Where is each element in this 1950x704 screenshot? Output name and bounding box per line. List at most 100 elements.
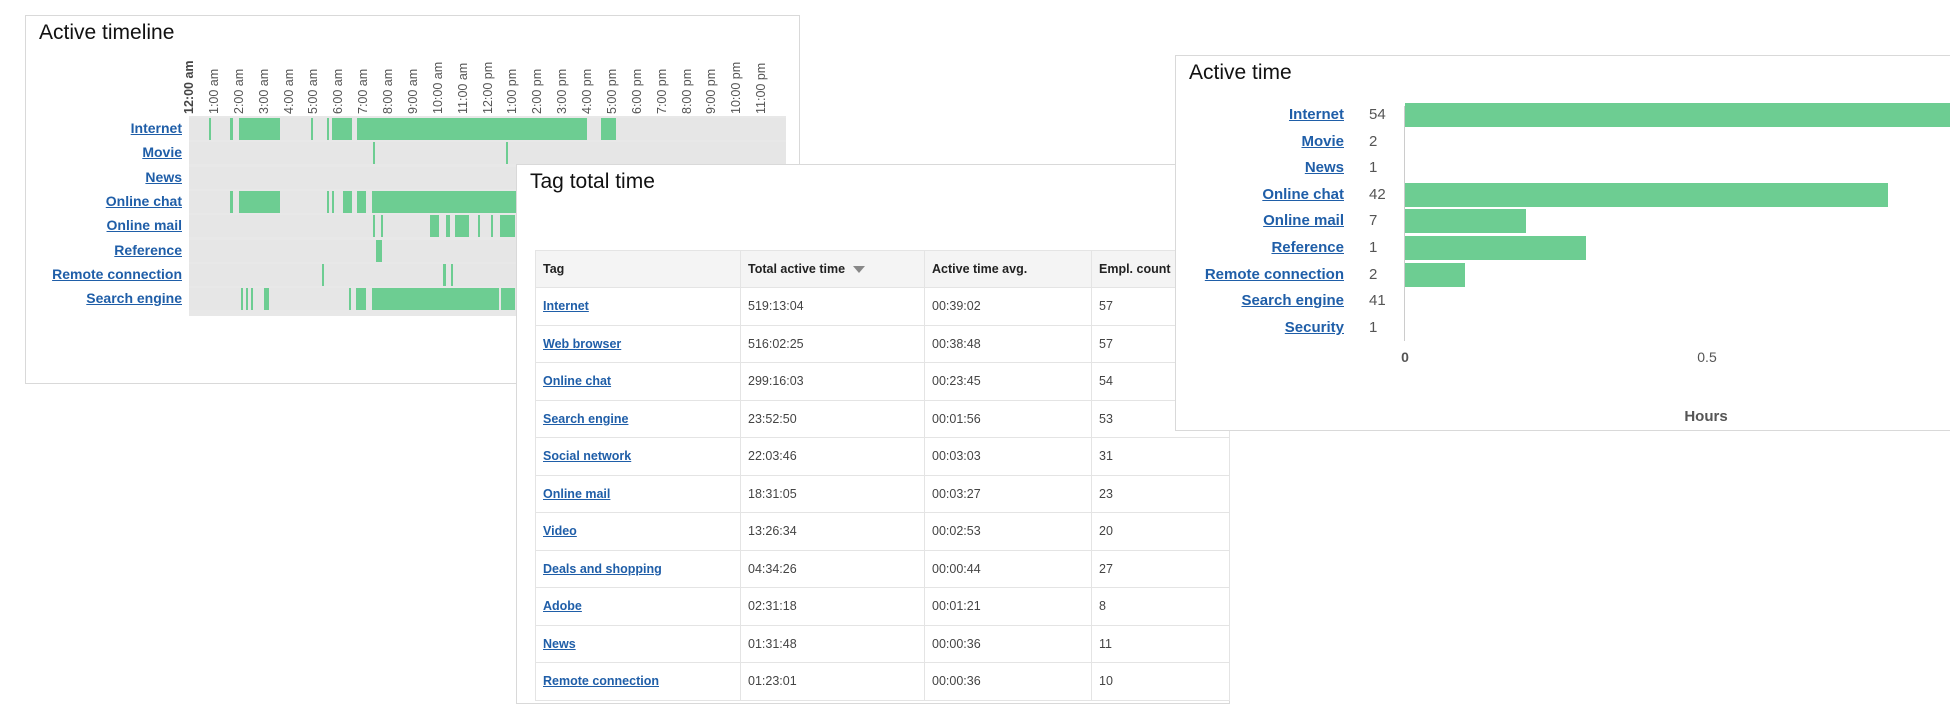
tag-link[interactable]: Social network bbox=[543, 449, 632, 464]
active-time-tag-link[interactable]: Security bbox=[1284, 318, 1344, 336]
table-row: News 01:31:48 00:00:36 11 bbox=[535, 624, 1230, 663]
cell-value: 04:34:26 bbox=[748, 561, 797, 576]
table-row: Remote connection 01:23:01 00:00:36 10 bbox=[535, 662, 1230, 701]
activity-segment bbox=[332, 190, 335, 213]
tag-link[interactable]: Adobe bbox=[543, 599, 582, 614]
hour-tick-label: 10:00 am bbox=[430, 61, 445, 114]
timeline-tag-link[interactable]: Online mail bbox=[106, 217, 182, 234]
activity-segment bbox=[327, 118, 330, 140]
x-axis-label: Hours bbox=[1684, 408, 1728, 425]
cell-value: 01:23:01 bbox=[748, 674, 797, 689]
cell-value: 27 bbox=[1099, 561, 1113, 576]
active-time-tag-link[interactable]: Remote connection bbox=[1204, 265, 1344, 283]
table-cell: Search engine bbox=[535, 399, 741, 438]
table-cell: 23 bbox=[1091, 474, 1230, 513]
active-time-bar bbox=[1405, 209, 1526, 234]
activity-segment bbox=[251, 288, 254, 311]
table-cell: 00:00:44 bbox=[924, 549, 1092, 588]
cell-value: 10 bbox=[1099, 674, 1113, 689]
cell-value: 53 bbox=[1099, 411, 1113, 426]
timeline-tag-link[interactable]: Remote connection bbox=[52, 265, 182, 282]
tag-link[interactable]: Online chat bbox=[543, 374, 612, 389]
active-time-tag-link[interactable]: Search engine bbox=[1241, 292, 1344, 310]
timeline-tag-link[interactable]: Reference bbox=[114, 241, 182, 258]
table-cell: 00:00:36 bbox=[924, 662, 1092, 701]
tag-link[interactable]: Search engine bbox=[543, 411, 629, 426]
cell-value: 00:23:45 bbox=[932, 374, 981, 389]
activity-segment bbox=[373, 142, 376, 165]
active-time-panel: Active time Internet 54 Movie 2 News 1 Online … bbox=[1175, 55, 1950, 431]
activity-segment bbox=[491, 215, 494, 238]
table-cell: 22:03:46 bbox=[740, 437, 925, 476]
cell-value: 00:38:48 bbox=[932, 336, 981, 351]
active-time-tag-link[interactable]: Online mail bbox=[1263, 212, 1344, 230]
timeline-tag-link[interactable]: News bbox=[145, 168, 182, 185]
activity-segment bbox=[355, 288, 366, 311]
active-time-tag-link[interactable]: Movie bbox=[1301, 132, 1344, 150]
hour-tick-label: 4:00 am bbox=[281, 68, 296, 114]
employee-count: 42 bbox=[1369, 185, 1386, 203]
activity-segment bbox=[230, 190, 233, 213]
hour-tick-label: 3:00 am bbox=[256, 68, 271, 114]
timeline-tag-link[interactable]: Movie bbox=[142, 144, 182, 161]
table-row: Deals and shopping 04:34:26 00:00:44 27 bbox=[535, 549, 1230, 588]
timeline-row bbox=[189, 142, 786, 165]
cell-value: 00:03:03 bbox=[932, 449, 981, 464]
cell-value: 00:03:27 bbox=[932, 486, 981, 501]
column-header[interactable]: Total active time bbox=[740, 250, 925, 288]
cell-value: 23 bbox=[1099, 486, 1113, 501]
timeline-tag-link[interactable]: Online chat bbox=[105, 192, 182, 209]
activity-segment bbox=[455, 215, 469, 238]
table-cell: 01:31:48 bbox=[740, 624, 925, 663]
table-cell: 27 bbox=[1091, 549, 1230, 588]
tag-link[interactable]: Remote connection bbox=[543, 674, 659, 689]
hour-tick-label: 7:00 am bbox=[356, 68, 371, 114]
table-row: Video 13:26:34 00:02:53 20 bbox=[535, 512, 1230, 551]
active-time-tag-link[interactable]: News bbox=[1304, 159, 1344, 177]
tag-table: Tag Total active time Active time avg. Empl… bbox=[535, 250, 1230, 701]
hour-tick-label: 10:00 pm bbox=[729, 61, 744, 114]
column-header-label: Empl. count bbox=[1099, 262, 1171, 276]
cell-value: 57 bbox=[1099, 299, 1113, 314]
table-row: Search engine 23:52:50 00:01:56 53 bbox=[535, 399, 1230, 438]
activity-segment bbox=[380, 215, 383, 238]
cell-value: 22:03:46 bbox=[748, 449, 797, 464]
activity-segment bbox=[446, 215, 451, 238]
sort-descending-icon[interactable] bbox=[853, 266, 866, 274]
column-header[interactable]: Active time avg. bbox=[924, 250, 1092, 288]
timeline-tag-link[interactable]: Search engine bbox=[86, 290, 182, 307]
hour-tick-label: 8:00 am bbox=[381, 68, 395, 114]
active-time-tag-link[interactable]: Internet bbox=[1288, 106, 1344, 123]
table-cell: 13:26:34 bbox=[740, 512, 925, 551]
activity-segment bbox=[430, 215, 439, 238]
hour-tick-label: 4:00 pm bbox=[580, 68, 594, 114]
cell-value: 57 bbox=[1099, 336, 1113, 351]
tag-link[interactable]: Deals and shopping bbox=[543, 561, 662, 576]
table-cell: 00:00:36 bbox=[924, 624, 1092, 663]
table-cell: Video bbox=[535, 512, 741, 551]
active-time-tag-link[interactable]: Online chat bbox=[1262, 185, 1344, 203]
tag-link[interactable]: Web browser bbox=[543, 336, 622, 351]
active-time-tag-link[interactable]: Reference bbox=[1271, 239, 1344, 256]
table-cell: Adobe bbox=[535, 587, 741, 626]
timeline-tag-link[interactable]: Internet bbox=[130, 120, 182, 136]
cell-value: 516:02:25 bbox=[748, 336, 804, 351]
tag-link[interactable]: News bbox=[543, 636, 576, 651]
table-cell: Web browser bbox=[535, 324, 741, 363]
tag-link[interactable]: Internet bbox=[543, 299, 589, 314]
column-header[interactable]: Tag bbox=[535, 250, 741, 288]
table-cell: 516:02:25 bbox=[740, 324, 925, 363]
employee-count: 2 bbox=[1369, 132, 1378, 150]
hour-tick-label: 6:00 am bbox=[331, 68, 346, 114]
hour-tick-label: 2:00 am bbox=[231, 68, 246, 114]
column-header-label: Active time avg. bbox=[932, 262, 1028, 276]
table-cell: 00:01:56 bbox=[924, 399, 1092, 438]
activity-segment bbox=[349, 288, 352, 311]
table-row: Online chat 299:16:03 00:23:45 54 bbox=[535, 362, 1230, 401]
cell-value: 02:31:18 bbox=[748, 599, 797, 614]
employee-count: 1 bbox=[1369, 159, 1378, 177]
tag-link[interactable]: Online mail bbox=[543, 486, 611, 501]
tag-link[interactable]: Video bbox=[543, 524, 577, 539]
cell-value: 00:00:36 bbox=[932, 674, 981, 689]
table-cell: 519:13:04 bbox=[740, 287, 925, 326]
